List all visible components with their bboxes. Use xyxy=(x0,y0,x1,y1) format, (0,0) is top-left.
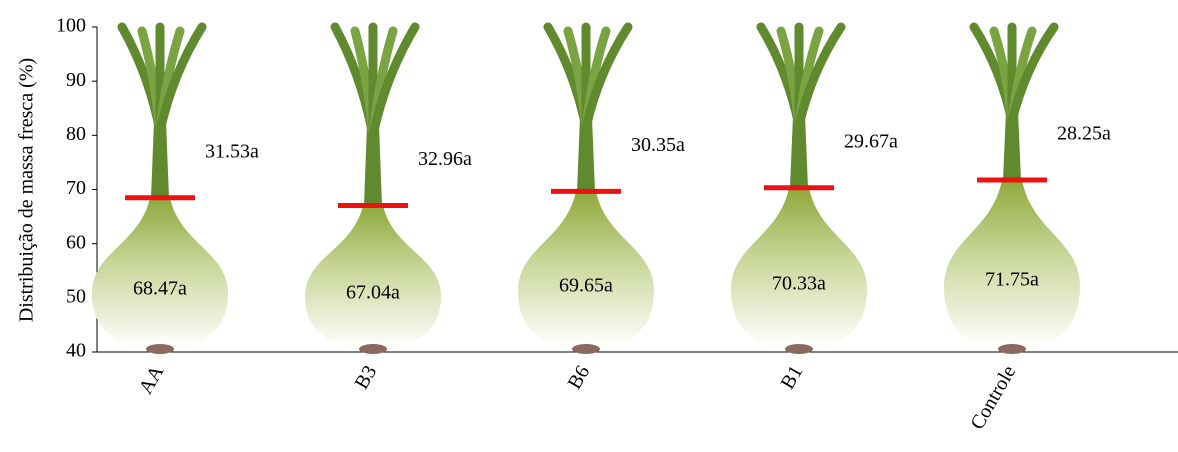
value-label: 28.25a xyxy=(1057,123,1111,145)
x-tick-label: B6 xyxy=(564,362,595,393)
bulb-segment xyxy=(305,206,441,348)
y-tick-label: 40 xyxy=(66,340,86,362)
leaf-segment xyxy=(122,27,202,198)
root xyxy=(146,344,174,354)
y-tick-label: 60 xyxy=(66,231,86,253)
y-axis-title: Distribuição de massa fresca (%) xyxy=(16,58,38,322)
y-tick-label: 70 xyxy=(66,177,86,199)
value-label: 31.53a xyxy=(205,140,259,162)
value-label: 32.96a xyxy=(418,148,472,170)
chart: Distribuição de massa fresca (%) 40 50 60 7… xyxy=(0,0,1178,452)
value-label: 68.47a xyxy=(133,277,187,299)
root xyxy=(359,344,387,354)
y-tick-label: 80 xyxy=(66,123,86,145)
value-label: 67.04a xyxy=(346,281,400,303)
root xyxy=(572,344,600,354)
root xyxy=(998,344,1026,354)
leaf-segment xyxy=(761,27,841,188)
leaf-segment xyxy=(548,27,628,191)
y-tick-label: 50 xyxy=(66,285,86,307)
value-label: 29.67a xyxy=(844,130,898,152)
x-tick-label: B3 xyxy=(351,362,382,393)
x-tick-label: AA xyxy=(135,361,169,397)
x-tick-label: Controle xyxy=(966,362,1020,434)
leaf-segment xyxy=(335,27,415,206)
leaf-segment xyxy=(974,27,1054,180)
bulb-segment xyxy=(731,188,867,348)
bulb-segment xyxy=(944,180,1080,348)
x-tick-label: B1 xyxy=(777,362,808,393)
value-label: 71.75a xyxy=(985,269,1039,291)
value-label: 70.33a xyxy=(772,272,826,294)
value-label: 69.65a xyxy=(559,274,613,296)
root xyxy=(785,344,813,354)
value-label: 30.35a xyxy=(631,134,685,156)
bulb-segment xyxy=(518,191,654,348)
y-tick-label: 100 xyxy=(56,15,86,37)
y-tick-label: 90 xyxy=(66,69,86,91)
bulb-segment xyxy=(92,198,228,348)
